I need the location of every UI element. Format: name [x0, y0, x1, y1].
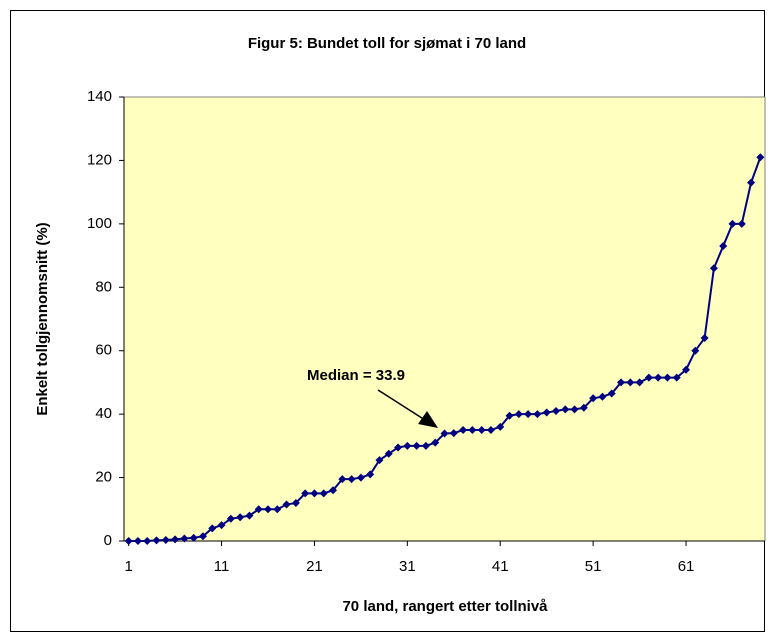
y-tick-label: 100 [87, 215, 112, 232]
y-tick-label: 60 [95, 342, 112, 359]
y-tick-label: 20 [95, 469, 112, 486]
y-tick-label: 120 [87, 151, 112, 168]
data-point [375, 456, 384, 465]
data-point [384, 449, 393, 458]
data-point [691, 346, 700, 355]
data-point [654, 373, 663, 382]
data-point [431, 438, 440, 447]
data-point [133, 537, 142, 545]
data-point [468, 426, 477, 434]
data-point [124, 537, 133, 545]
x-tick-label: 21 [306, 558, 323, 575]
data-point [496, 422, 505, 431]
data-point [412, 441, 421, 450]
data-point [189, 533, 198, 542]
data-point [533, 410, 542, 419]
x-tick-label: 51 [585, 558, 602, 575]
data-point [542, 408, 551, 417]
data-point [226, 514, 235, 523]
y-tick-label: 40 [95, 405, 112, 422]
data-point [486, 426, 495, 434]
data-point [254, 505, 263, 514]
data-point [273, 505, 282, 514]
data-point [440, 429, 449, 438]
data-point [663, 373, 672, 382]
data-point [514, 410, 523, 419]
data-point [626, 378, 635, 387]
data-point [459, 426, 468, 434]
data-point [589, 394, 598, 403]
x-tick-label: 11 [214, 558, 230, 575]
data-point [263, 505, 272, 514]
y-tick-label: 140 [87, 88, 112, 105]
data-point [747, 178, 756, 187]
data-point [709, 264, 718, 273]
plot-area [123, 96, 766, 542]
data-point [236, 513, 245, 522]
data-point [180, 534, 189, 543]
data-point [421, 441, 430, 450]
data-point [217, 521, 226, 530]
data-point [700, 334, 709, 343]
data-point [607, 389, 616, 398]
annotation-arrow-shaft [377, 389, 426, 421]
x-tick-label: 31 [399, 558, 416, 575]
x-axis-label: 70 land, rangert etter tollnivå [342, 598, 548, 615]
data-point [728, 219, 737, 228]
annotation: Median = 33.9 [307, 367, 405, 384]
annotation-arrow-head [418, 411, 438, 428]
y-tick-label: 0 [104, 532, 112, 549]
x-tick-label: 41 [492, 558, 509, 575]
y-tick-label: 80 [95, 278, 112, 295]
y-axis-label: Enkelt tollgjennomsnitt (%) [34, 222, 51, 415]
data-point [198, 532, 207, 541]
data-point [161, 536, 170, 545]
data-point [347, 475, 356, 484]
data-point [477, 426, 486, 434]
data-point [310, 489, 319, 498]
data-point [598, 392, 607, 401]
data-point [505, 411, 514, 420]
data-point [291, 498, 300, 507]
data-point [617, 378, 626, 387]
data-point [319, 489, 328, 498]
x-tick-label: 1 [124, 558, 132, 575]
data-point [719, 242, 728, 251]
data-point [282, 500, 291, 509]
data-point [152, 536, 161, 545]
data-point [403, 441, 412, 450]
data-point [338, 475, 347, 484]
data-point [301, 489, 310, 498]
data-point [756, 153, 765, 162]
data-point [208, 524, 217, 533]
data-point [366, 470, 375, 479]
data-point [682, 365, 691, 374]
data-point [579, 403, 588, 412]
data-point [245, 511, 254, 520]
data-point [570, 405, 579, 414]
x-tick-label: 61 [678, 558, 695, 575]
data-point [644, 373, 653, 382]
data-point [143, 537, 152, 545]
data-point [635, 378, 644, 387]
data-point [171, 535, 180, 544]
data-point [551, 406, 560, 415]
data-point [524, 410, 533, 419]
data-point [737, 219, 746, 228]
data-point [561, 405, 570, 414]
data-point [449, 429, 458, 438]
data-point [672, 373, 681, 382]
data-point [394, 443, 403, 452]
chart-title: Figur 5: Bundet toll for sjømat i 70 lan… [248, 35, 526, 52]
data-point [329, 486, 338, 495]
data-point [356, 473, 365, 482]
